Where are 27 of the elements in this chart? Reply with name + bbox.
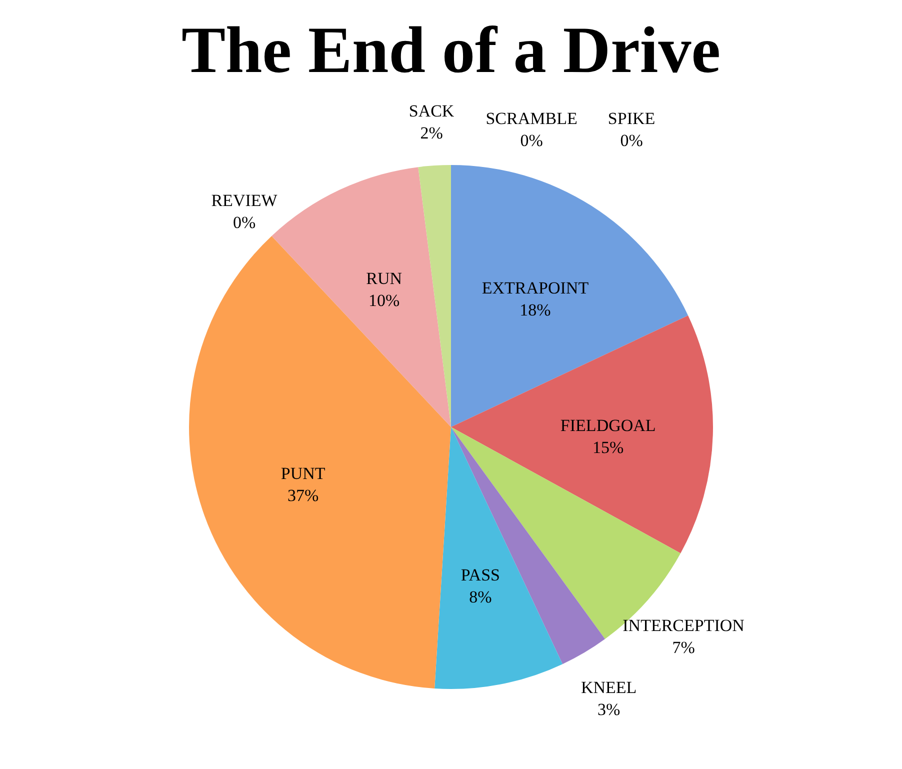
pie-slice xyxy=(418,165,451,427)
slice-label: EXTRAPOINT xyxy=(482,278,590,298)
slice-label: PASS xyxy=(460,565,500,584)
slice-label: KNEEL xyxy=(580,678,637,697)
text: 0% xyxy=(232,212,256,232)
pie-slice xyxy=(189,236,451,688)
data-label: 3% xyxy=(597,700,620,719)
data-label: 2% xyxy=(420,124,443,143)
data-label: 8% xyxy=(469,587,492,606)
pie-slice xyxy=(451,315,713,554)
data-label: 18% xyxy=(520,300,551,320)
slice-label: RUN xyxy=(366,268,402,288)
data-label: 15% xyxy=(592,438,624,457)
chart-title: The End of a Drive xyxy=(181,14,721,87)
data-label: 10% xyxy=(368,290,400,310)
category-label: REVIEW xyxy=(211,190,278,210)
text: 0% xyxy=(520,131,543,150)
category-label: SPIKE xyxy=(608,109,656,128)
slice-label: SACK xyxy=(408,102,455,121)
slice-label: FIELDGOAL xyxy=(560,416,656,435)
slice-label: INTERCEPTION xyxy=(622,616,744,636)
data-label: 7% xyxy=(672,638,695,658)
pie-slice xyxy=(434,427,563,688)
text: 0% xyxy=(620,131,643,150)
category-label: SCRAMBLE xyxy=(486,109,578,128)
data-label: 37% xyxy=(288,486,319,506)
slice-label: PUNT xyxy=(280,464,326,484)
